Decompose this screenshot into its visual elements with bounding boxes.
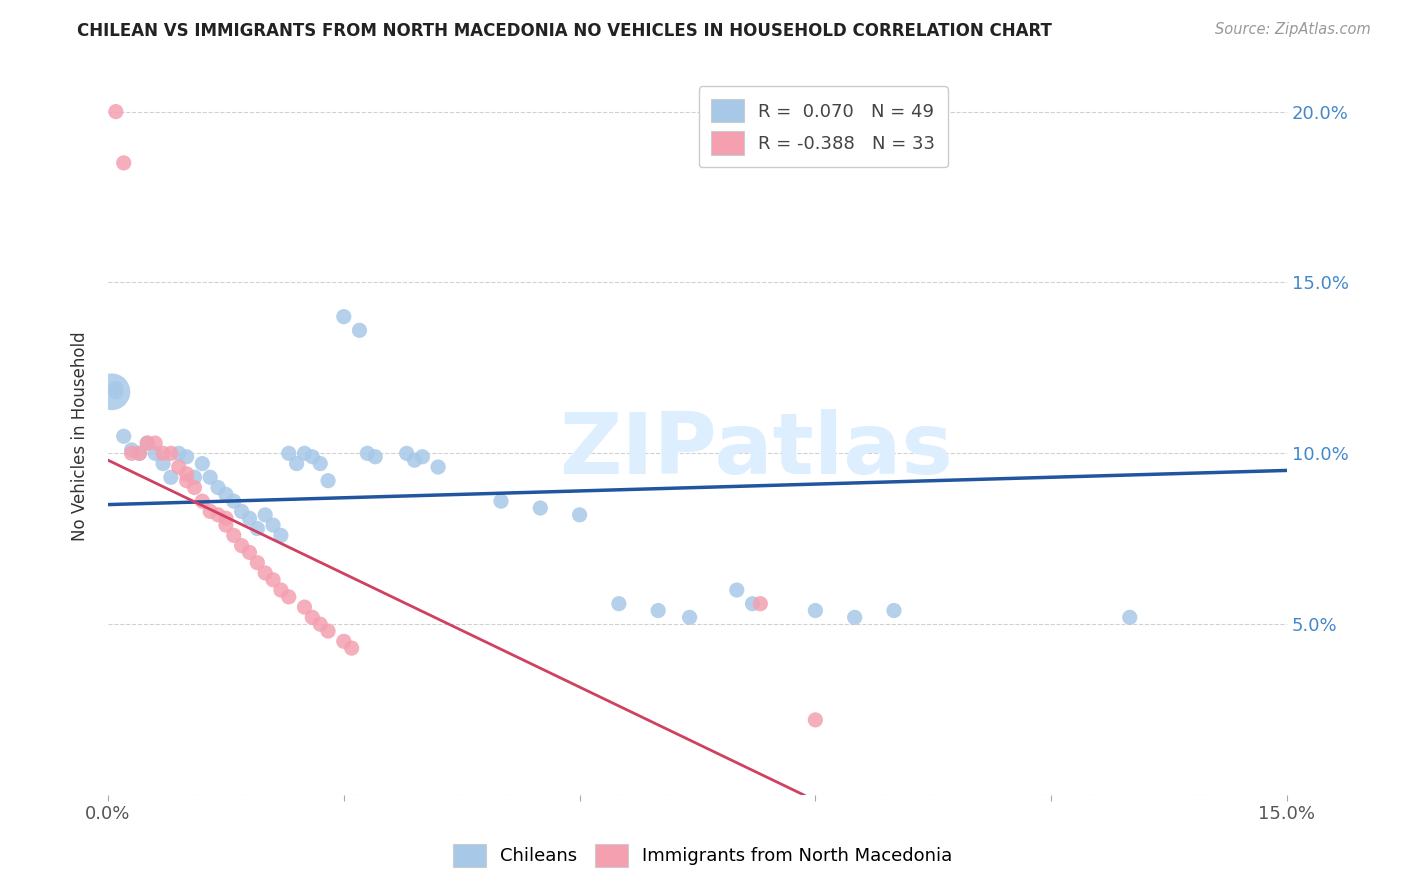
Point bbox=[678, 610, 700, 624]
Point bbox=[176, 467, 198, 481]
Point bbox=[262, 573, 284, 587]
Point bbox=[254, 508, 277, 522]
Point bbox=[143, 436, 166, 450]
Point bbox=[301, 450, 323, 464]
Point bbox=[167, 446, 190, 460]
Point bbox=[215, 487, 238, 501]
Y-axis label: No Vehicles in Household: No Vehicles in Household bbox=[72, 332, 89, 541]
Point bbox=[395, 446, 418, 460]
Point bbox=[333, 634, 356, 648]
Point bbox=[183, 470, 205, 484]
Point bbox=[741, 597, 763, 611]
Point bbox=[404, 453, 426, 467]
Point bbox=[136, 436, 159, 450]
Point bbox=[804, 713, 827, 727]
Point bbox=[104, 381, 127, 395]
Point bbox=[104, 384, 127, 399]
Legend: Chileans, Immigrants from North Macedonia: Chileans, Immigrants from North Macedoni… bbox=[446, 837, 960, 874]
Point bbox=[198, 470, 221, 484]
Text: Source: ZipAtlas.com: Source: ZipAtlas.com bbox=[1215, 22, 1371, 37]
Point bbox=[364, 450, 387, 464]
Point bbox=[231, 539, 253, 553]
Point bbox=[183, 481, 205, 495]
Point bbox=[270, 528, 292, 542]
Point bbox=[191, 457, 214, 471]
Point bbox=[529, 501, 551, 516]
Text: ZIPatlas: ZIPatlas bbox=[560, 409, 953, 492]
Point bbox=[316, 624, 339, 638]
Point bbox=[647, 603, 669, 617]
Point bbox=[143, 446, 166, 460]
Point bbox=[198, 504, 221, 518]
Point bbox=[277, 446, 299, 460]
Point bbox=[356, 446, 378, 460]
Point bbox=[152, 446, 174, 460]
Point bbox=[104, 104, 127, 119]
Point bbox=[246, 556, 269, 570]
Point bbox=[749, 597, 772, 611]
Point bbox=[254, 566, 277, 580]
Point bbox=[844, 610, 866, 624]
Legend: R =  0.070   N = 49, R = -0.388   N = 33: R = 0.070 N = 49, R = -0.388 N = 33 bbox=[699, 87, 948, 167]
Point bbox=[607, 597, 630, 611]
Point bbox=[285, 457, 308, 471]
Point bbox=[294, 446, 316, 460]
Point bbox=[262, 518, 284, 533]
Point bbox=[309, 457, 332, 471]
Point bbox=[246, 522, 269, 536]
Point bbox=[152, 457, 174, 471]
Point bbox=[340, 641, 363, 656]
Point bbox=[160, 446, 183, 460]
Point bbox=[231, 504, 253, 518]
Point bbox=[215, 511, 238, 525]
Point bbox=[112, 156, 135, 170]
Point bbox=[207, 508, 229, 522]
Point bbox=[349, 323, 371, 337]
Point bbox=[1119, 610, 1142, 624]
Point bbox=[238, 511, 260, 525]
Point bbox=[804, 603, 827, 617]
Point bbox=[309, 617, 332, 632]
Point bbox=[136, 436, 159, 450]
Point bbox=[222, 528, 245, 542]
Point bbox=[128, 446, 150, 460]
Point bbox=[176, 450, 198, 464]
Point bbox=[222, 494, 245, 508]
Point bbox=[294, 600, 316, 615]
Point bbox=[128, 446, 150, 460]
Point bbox=[725, 582, 748, 597]
Point bbox=[121, 442, 143, 457]
Point bbox=[411, 450, 433, 464]
Point bbox=[160, 470, 183, 484]
Point bbox=[301, 610, 323, 624]
Point bbox=[316, 474, 339, 488]
Point bbox=[207, 481, 229, 495]
Point bbox=[427, 460, 450, 475]
Point bbox=[883, 603, 905, 617]
Point bbox=[101, 384, 124, 399]
Text: CHILEAN VS IMMIGRANTS FROM NORTH MACEDONIA NO VEHICLES IN HOUSEHOLD CORRELATION : CHILEAN VS IMMIGRANTS FROM NORTH MACEDON… bbox=[77, 22, 1052, 40]
Point bbox=[568, 508, 591, 522]
Point bbox=[489, 494, 512, 508]
Point bbox=[277, 590, 299, 604]
Point bbox=[238, 545, 260, 559]
Point bbox=[215, 518, 238, 533]
Point bbox=[176, 474, 198, 488]
Point bbox=[112, 429, 135, 443]
Point bbox=[121, 446, 143, 460]
Point bbox=[191, 494, 214, 508]
Point bbox=[333, 310, 356, 324]
Point bbox=[167, 460, 190, 475]
Point bbox=[270, 582, 292, 597]
